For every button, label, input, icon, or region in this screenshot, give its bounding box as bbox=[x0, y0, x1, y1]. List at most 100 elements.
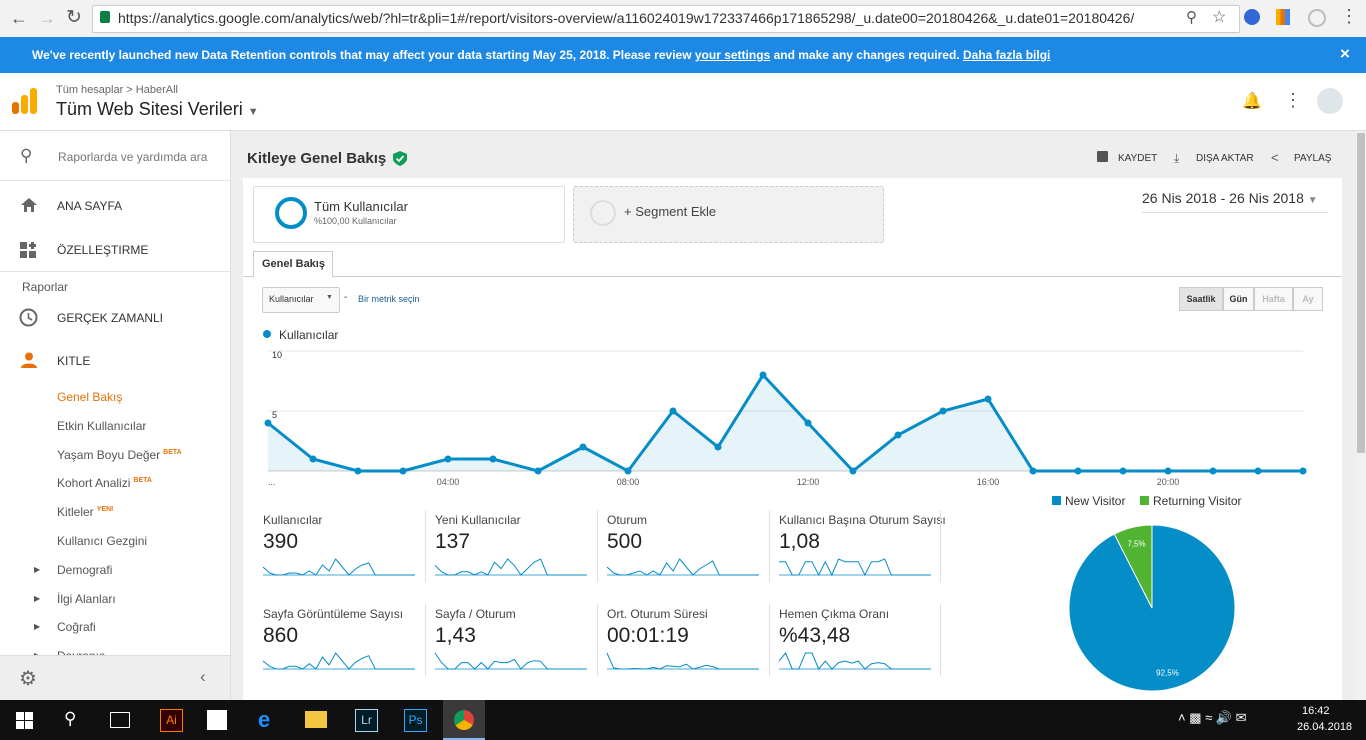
collapse-button[interactable]: ‹ bbox=[200, 667, 206, 686]
banner-text: We've recently launched new Data Retenti… bbox=[32, 48, 1050, 62]
report-card bbox=[243, 178, 1342, 700]
taskbar bbox=[0, 700, 1366, 740]
nav-group[interactable]: Coğrafi bbox=[57, 620, 96, 635]
banner-link[interactable]: Daha fazla bilgi bbox=[963, 48, 1051, 62]
granularity-button[interactable]: Ay bbox=[1293, 287, 1323, 311]
metric-dropdown[interactable] bbox=[262, 287, 340, 313]
metric-value: %43,48 bbox=[779, 624, 851, 647]
segment-name: Tüm Kullanıcılar bbox=[314, 199, 408, 214]
nav-audience[interactable]: KITLE bbox=[57, 354, 91, 368]
extension-icon[interactable] bbox=[1276, 9, 1290, 25]
banner-message: and make any changes required. bbox=[773, 48, 960, 62]
metric-divider bbox=[769, 604, 770, 676]
lock-icon bbox=[100, 11, 110, 23]
nav-group[interactable]: İlgi Alanları bbox=[57, 591, 116, 606]
nav-item[interactable]: Kitleler YENI bbox=[57, 505, 114, 520]
metric-divider bbox=[940, 510, 941, 582]
metric-label: Oturum bbox=[607, 513, 648, 527]
nav-group[interactable]: Demografi bbox=[57, 563, 113, 577]
expand-arrow: ▶ bbox=[34, 565, 41, 574]
divider bbox=[0, 180, 230, 181]
metric-label: Ort. Oturum Süresi bbox=[607, 607, 708, 621]
divider bbox=[0, 271, 230, 272]
action-export[interactable]: DIŞA AKTAR bbox=[1196, 153, 1254, 164]
action-share[interactable]: PAYLAŞ bbox=[1294, 153, 1332, 164]
expand-arrow: ▶ bbox=[34, 622, 41, 632]
breadcrumb[interactable]: Tüm hesaplar > HaberAll bbox=[56, 84, 178, 96]
app-explorer[interactable] bbox=[305, 711, 327, 728]
segment-detail: %100,00 Kullanıcılar bbox=[314, 216, 397, 226]
clock-time: 16:42 bbox=[1302, 705, 1330, 717]
metric-label: Kullanıcı Başına Oturum Sayısı bbox=[779, 513, 946, 527]
app-edge[interactable]: e bbox=[258, 707, 271, 732]
verified-icon bbox=[393, 151, 407, 166]
start-button[interactable] bbox=[16, 712, 33, 729]
task-view[interactable] bbox=[110, 712, 130, 728]
metric-label: Kullanıcılar bbox=[263, 513, 323, 527]
clock-date: 26.04.2018 bbox=[1297, 721, 1353, 733]
address-bar[interactable] bbox=[92, 5, 1240, 33]
metric-divider bbox=[597, 510, 598, 582]
app-photoshop[interactable]: Ps bbox=[404, 709, 427, 732]
metric-value: 860 bbox=[263, 624, 299, 647]
nav-home[interactable]: ANA SAYFA bbox=[57, 199, 123, 213]
custom-icon bbox=[20, 242, 36, 258]
logo bbox=[12, 88, 37, 114]
metric-divider bbox=[425, 510, 426, 582]
add-segment-label: + Segment Ekle bbox=[624, 204, 717, 219]
notifications[interactable]: 🔔 bbox=[1242, 93, 1262, 110]
metric-divider bbox=[597, 604, 598, 676]
nav-realtime[interactable]: GERÇEK ZAMANLI bbox=[57, 311, 164, 325]
metric-value: 390 bbox=[263, 530, 299, 553]
nav-item[interactable]: Kohort Analizi BETA bbox=[57, 476, 152, 491]
zoom-icon[interactable]: ⚲ bbox=[1186, 9, 1197, 26]
search-button[interactable]: ⚲ bbox=[64, 709, 77, 728]
profile-icon[interactable] bbox=[1308, 9, 1326, 27]
forward-button[interactable]: → bbox=[38, 8, 56, 28]
app-lightroom[interactable]: Lr bbox=[355, 709, 378, 732]
nav-item[interactable]: Yaşam Boyu Değer BETA bbox=[57, 447, 182, 462]
banner-link[interactable]: your settings bbox=[694, 48, 771, 62]
add-segment[interactable] bbox=[573, 186, 884, 243]
date-range[interactable]: 26 Nis 2018 - 26 Nis 2018 ▼ bbox=[1142, 190, 1318, 206]
nav-item[interactable]: Kullanıcı Gezgini bbox=[57, 534, 148, 548]
metric-divider bbox=[769, 510, 770, 582]
property-selector[interactable]: Tüm Web Sitesi Verileri ▼ bbox=[56, 99, 259, 119]
granularity-button[interactable]: Gün bbox=[1223, 287, 1254, 311]
nav-customization[interactable]: ÖZELLEŞTIRME bbox=[57, 243, 149, 257]
back-button[interactable]: ← bbox=[10, 8, 28, 28]
extension-icon[interactable] bbox=[1244, 9, 1260, 25]
export-icon: ⤓ bbox=[1174, 151, 1180, 165]
settings-button[interactable]: ⚙ bbox=[19, 668, 37, 690]
scroll-thumb[interactable] bbox=[1357, 133, 1365, 453]
metric-value: 500 bbox=[607, 530, 643, 553]
nav-item[interactable]: Etkin Kullanıcılar bbox=[57, 418, 147, 433]
page-title: Kitleye Genel Bakış bbox=[247, 150, 387, 167]
badge: BETA bbox=[163, 448, 182, 456]
more-menu[interactable]: ⋮ bbox=[1284, 90, 1302, 110]
metric-picker[interactable]: Bir metrik seçin bbox=[358, 294, 420, 304]
metric-label: Hemen Çıkma Oranı bbox=[779, 607, 890, 621]
granularity-button[interactable]: Hafta bbox=[1254, 287, 1293, 311]
search-input[interactable]: Raporlarda ve yardımda ara bbox=[58, 150, 208, 164]
metric-value: 1,43 bbox=[435, 624, 476, 647]
star-icon[interactable]: ☆ bbox=[1212, 9, 1227, 26]
tray-icons[interactable]: ˄ ▩ ≈ 🔊 ✉ bbox=[1178, 710, 1247, 725]
app-illustrator[interactable]: Ai bbox=[160, 709, 183, 732]
tab[interactable] bbox=[253, 251, 333, 278]
metric-dropdown-label: Kullanıcılar bbox=[269, 294, 314, 304]
badge: BETA bbox=[133, 477, 152, 485]
reload-button[interactable]: ↻ bbox=[66, 7, 82, 28]
avatar[interactable] bbox=[1317, 88, 1343, 114]
separator: - bbox=[344, 292, 348, 303]
nav-item[interactable]: Genel Bakış bbox=[57, 390, 123, 404]
app-store[interactable] bbox=[207, 710, 227, 730]
granularity-button[interactable]: Saatlik bbox=[1179, 287, 1223, 311]
menu-button[interactable]: ⋮ bbox=[1340, 6, 1358, 26]
save-icon bbox=[1097, 151, 1108, 162]
banner-close[interactable]: × bbox=[1340, 44, 1350, 63]
section-label: Raporlar bbox=[22, 280, 69, 294]
action-save[interactable]: KAYDET bbox=[1118, 153, 1158, 164]
metric-value: 1,08 bbox=[779, 530, 820, 553]
tab-line bbox=[243, 276, 1342, 277]
